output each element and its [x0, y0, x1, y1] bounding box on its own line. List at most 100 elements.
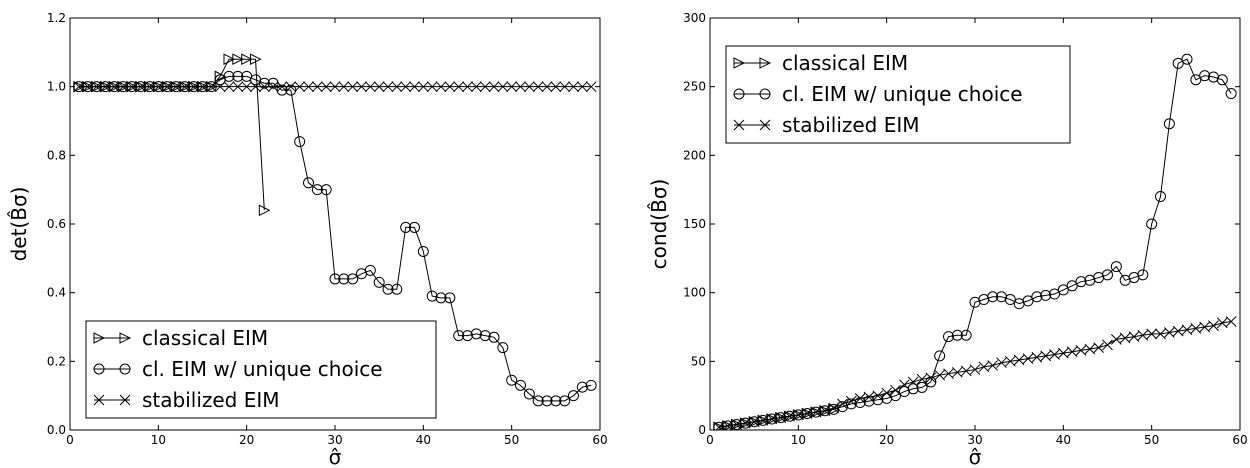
data-point [488, 81, 500, 93]
data-point [568, 390, 579, 402]
data-point [1040, 289, 1052, 301]
data-point [205, 81, 217, 93]
series-triangle-right [73, 53, 271, 217]
data-point [453, 81, 465, 93]
data-point [214, 70, 227, 83]
series-x [73, 81, 597, 93]
data-point [497, 342, 509, 354]
data-point [108, 81, 120, 93]
data-point [550, 395, 562, 407]
data-point [775, 412, 787, 423]
legend-entry-label: stabilized EIM [782, 113, 920, 137]
data-point [943, 368, 954, 380]
x-tick-label: 0 [706, 433, 714, 447]
data-point [144, 81, 155, 93]
data-point [170, 81, 182, 93]
x-tick-label: 40 [1056, 433, 1071, 447]
data-point [241, 81, 253, 93]
data-point [135, 81, 147, 93]
data-point [819, 405, 831, 417]
legend-entry-label: cl. EIM w/ unique choice [142, 357, 383, 381]
data-point [1128, 331, 1140, 342]
y-tick-label: 250 [683, 80, 706, 94]
data-point [373, 81, 385, 93]
data-point [550, 81, 562, 93]
data-point [488, 331, 500, 343]
y-tick-label: 150 [683, 217, 706, 231]
data-point [1022, 353, 1034, 364]
data-point [506, 81, 518, 93]
data-point [916, 373, 928, 385]
data-point [713, 421, 725, 430]
data-point [223, 70, 235, 82]
data-point [766, 413, 778, 425]
data-point [541, 395, 553, 407]
data-point [356, 81, 367, 93]
data-point [303, 81, 314, 93]
data-point [417, 245, 429, 257]
data-point [329, 273, 341, 285]
data-point [435, 81, 447, 93]
data-point [479, 330, 491, 342]
data-point [417, 81, 429, 93]
data-point [470, 328, 482, 340]
data-point [987, 291, 999, 303]
data-point [338, 81, 350, 93]
y-tick-label: 100 [683, 286, 706, 300]
legend-marker [93, 363, 105, 375]
data-point [285, 81, 297, 93]
data-point [845, 398, 857, 410]
data-point [1013, 354, 1025, 366]
legend-marker [119, 363, 131, 375]
data-point [453, 330, 465, 342]
data-point [409, 81, 420, 93]
data-point [792, 409, 804, 421]
data-point [232, 70, 244, 82]
legend-marker [733, 88, 745, 100]
data-point [532, 81, 544, 93]
data-point [1190, 74, 1202, 86]
legend-marker [93, 332, 106, 344]
data-point [1040, 350, 1052, 362]
data-point [784, 410, 795, 422]
data-point [1225, 316, 1237, 327]
x-axis-label: σ̂ [329, 445, 342, 468]
data-point [241, 53, 253, 66]
data-point [73, 81, 85, 93]
data-point [541, 81, 553, 93]
y-axis-label: det(B̂σ) [7, 187, 31, 262]
data-point [258, 204, 271, 217]
data-point [951, 329, 963, 341]
data-point [863, 391, 875, 403]
data-point [872, 390, 884, 402]
x-tick-label: 20 [239, 433, 254, 447]
data-point [1190, 323, 1202, 334]
y-axis-label: cond(B̂σ) [647, 179, 671, 270]
data-point [934, 369, 946, 381]
data-point [320, 81, 332, 93]
x-tick-label: 30 [327, 433, 342, 447]
legend-entry-label: classical EIM [142, 326, 268, 350]
data-point [515, 379, 526, 391]
data-point [713, 421, 725, 430]
legend-frame [725, 45, 1071, 144]
data-point [223, 81, 235, 93]
data-point [409, 221, 420, 233]
data-point [576, 381, 588, 393]
data-point [152, 81, 164, 93]
data-point [117, 81, 129, 93]
x-tick-label: 60 [1232, 433, 1247, 447]
data-point [250, 81, 261, 93]
data-point [444, 292, 456, 304]
legend-marker [93, 394, 105, 406]
data-point [188, 81, 200, 93]
data-point [969, 364, 981, 375]
data-point [197, 81, 208, 93]
data-point [1181, 53, 1193, 65]
data-point [1216, 74, 1228, 86]
data-point [223, 53, 236, 66]
data-point [801, 408, 813, 419]
data-point [863, 395, 875, 407]
legend-entry-label: cl. EIM w/ unique choice [782, 82, 1023, 106]
data-point [364, 81, 376, 93]
